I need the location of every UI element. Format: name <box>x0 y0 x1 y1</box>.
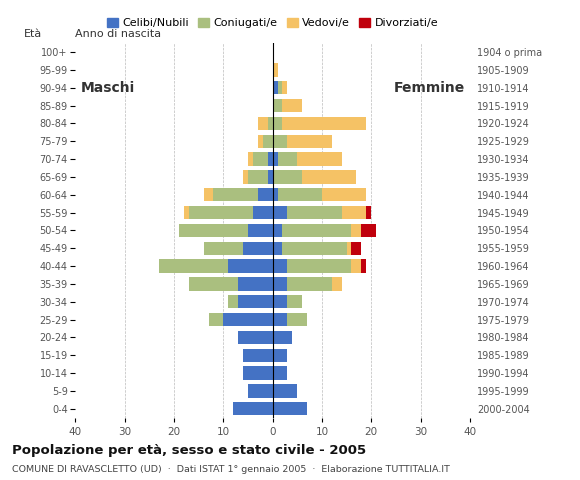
Bar <box>263 134 273 148</box>
Bar <box>243 170 248 184</box>
Bar <box>273 348 288 362</box>
Bar <box>322 188 367 202</box>
Bar <box>248 384 273 397</box>
Bar <box>273 259 288 273</box>
Bar <box>238 295 273 309</box>
Bar <box>273 384 297 397</box>
Bar <box>189 277 238 290</box>
Bar <box>273 117 282 130</box>
Text: Età: Età <box>24 29 42 39</box>
Bar <box>204 241 243 255</box>
Bar <box>258 188 273 202</box>
Bar <box>282 117 367 130</box>
Bar <box>253 153 268 166</box>
Bar <box>288 206 342 219</box>
Bar <box>302 170 356 184</box>
Bar <box>273 206 288 219</box>
Bar <box>297 153 342 166</box>
Bar <box>282 99 302 112</box>
Legend: Celibi/Nubili, Coniugati/e, Vedovi/e, Divorziati/e: Celibi/Nubili, Coniugati/e, Vedovi/e, Di… <box>103 13 443 33</box>
Bar <box>288 134 332 148</box>
Bar <box>278 153 297 166</box>
Bar <box>278 188 322 202</box>
Bar <box>273 277 288 290</box>
Bar <box>273 402 307 415</box>
Bar <box>238 277 273 290</box>
Bar <box>282 224 351 237</box>
Bar <box>351 224 361 237</box>
Bar <box>273 63 278 77</box>
Bar <box>204 188 213 202</box>
Bar <box>209 313 223 326</box>
Bar <box>342 206 367 219</box>
Bar <box>282 81 288 95</box>
Bar <box>288 295 302 309</box>
Bar <box>179 224 248 237</box>
Bar <box>213 188 258 202</box>
Text: Anno di nascita: Anno di nascita <box>75 29 161 39</box>
Text: Femmine: Femmine <box>394 81 465 95</box>
Bar <box>243 241 273 255</box>
Bar <box>273 81 278 95</box>
Bar <box>248 170 268 184</box>
Text: Maschi: Maschi <box>81 81 135 95</box>
Bar <box>248 224 273 237</box>
Bar <box>361 259 367 273</box>
Bar <box>273 170 302 184</box>
Bar <box>288 277 332 290</box>
Bar <box>332 277 342 290</box>
Bar <box>282 241 347 255</box>
Bar <box>347 241 351 255</box>
Bar <box>268 153 273 166</box>
Bar <box>273 366 288 380</box>
Bar <box>273 153 278 166</box>
Bar <box>288 313 307 326</box>
Bar <box>278 81 282 95</box>
Bar <box>273 134 288 148</box>
Bar <box>243 366 273 380</box>
Bar <box>268 117 273 130</box>
Bar <box>258 117 268 130</box>
Bar <box>351 259 361 273</box>
Bar <box>253 206 273 219</box>
Bar <box>229 295 238 309</box>
Bar <box>189 206 253 219</box>
Bar <box>233 402 273 415</box>
Bar <box>273 313 288 326</box>
Bar <box>273 99 282 112</box>
Bar <box>273 241 282 255</box>
Bar <box>361 224 376 237</box>
Bar <box>243 348 273 362</box>
Bar <box>258 134 263 148</box>
Bar <box>184 206 189 219</box>
Bar <box>238 331 273 344</box>
Bar <box>367 206 371 219</box>
Bar <box>248 153 253 166</box>
Bar <box>273 224 282 237</box>
Bar <box>223 313 273 326</box>
Bar <box>229 259 273 273</box>
Bar <box>273 331 292 344</box>
Text: COMUNE DI RAVASCLETTO (UD)  ·  Dati ISTAT 1° gennaio 2005  ·  Elaborazione TUTTI: COMUNE DI RAVASCLETTO (UD) · Dati ISTAT … <box>12 465 450 474</box>
Bar <box>268 170 273 184</box>
Bar <box>288 259 351 273</box>
Text: Popolazione per età, sesso e stato civile - 2005: Popolazione per età, sesso e stato civil… <box>12 444 366 457</box>
Bar <box>351 241 361 255</box>
Bar <box>273 295 288 309</box>
Bar <box>160 259 229 273</box>
Bar <box>273 188 278 202</box>
